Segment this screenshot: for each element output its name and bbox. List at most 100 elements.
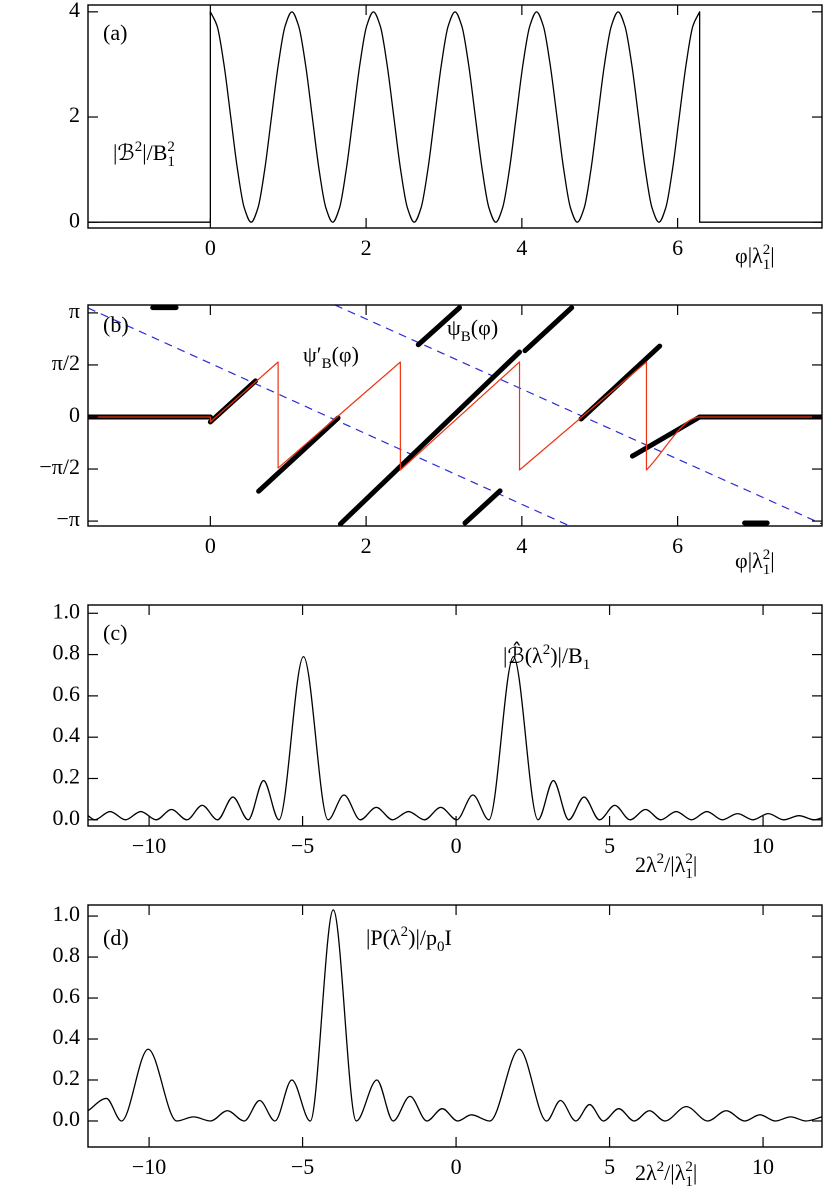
label-part: 2 [763,547,771,563]
label-part: (c) [103,620,127,645]
data-line [88,361,822,471]
series-group [88,909,822,1122]
x-tick-label: −10 [132,833,166,858]
x-tick-label: 0 [205,235,216,260]
label-part: | [693,1160,697,1185]
label-part: 1 [685,1174,693,1190]
y-tick-label: 2 [69,102,80,127]
y-tick-label: 0.2 [53,1065,81,1090]
series-group [88,305,822,526]
label-part: 2 [657,1159,665,1175]
data-line [88,307,570,526]
label-part: 1 [167,154,175,170]
y-tick-label: π/2 [52,350,80,375]
y-tick-label: 0.0 [53,805,81,830]
y-tick-label: 0.4 [53,1024,81,1049]
label-part: 1 [763,562,771,578]
label-part: (d) [103,925,129,950]
x-tick-label: 5 [604,833,615,858]
label-part: 0 [437,939,445,955]
y-tick-label: 0 [69,402,80,427]
label-part: 2λ [635,852,657,877]
data-line [88,305,822,526]
x-tick-label: 10 [752,1154,774,1179]
label-part: 2 [543,642,551,658]
x-axis-label: φ|λ12| [735,547,775,578]
x-axis-label: 2λ2/|λ12| [635,1159,697,1190]
y-tick-label: 4 [69,0,80,22]
x-tick-label: 4 [516,235,527,260]
label-part: 2 [135,139,143,155]
label-part: 1 [583,657,591,673]
x-tick-label: 6 [672,533,683,558]
y-tick-label: 0.8 [53,640,81,665]
label-part: φ|λ [735,548,763,573]
x-tick-label: 2 [361,533,372,558]
data-line [88,655,822,821]
annotation: |ℬ̂(λ2)|/B1 [503,641,590,673]
label-part: 2 [763,242,771,258]
plot-frame [87,304,823,527]
label-part: /|λ [664,852,686,877]
plot-frame [87,904,823,1148]
y-tick-label: π [69,298,80,323]
x-tick-label: 0 [451,833,462,858]
label-part: (φ) [332,342,359,367]
label-part: φ|λ [735,243,763,268]
label-part: )|/B [550,643,583,668]
annotation: (b) [103,312,129,337]
annotation: ψB(φ) [447,315,498,345]
label-part: B [461,329,471,345]
y-tick-label: 0.6 [53,681,81,706]
label-part: | [693,852,697,877]
label-part: )|/p [408,925,437,950]
label-part: 1 [763,257,771,273]
label-part: B [322,356,332,372]
data-line [334,305,822,525]
series-group [88,655,822,821]
y-tick-label: 0.4 [53,722,81,747]
label-part: (a) [103,20,127,45]
x-tick-label: 6 [672,235,683,260]
annotation: ψ′B(φ) [303,342,359,372]
panel: 0 2 4 6ππ/20−π/2−πφ|λ12|(b)ψ′B(φ)ψB(φ) [39,298,823,578]
plot-frame [87,4,823,229]
x-tick-label: 2 [361,235,372,260]
x-tick-label: 4 [516,533,527,558]
plot-frame [87,604,823,827]
y-tick-label: −π/2 [39,454,80,479]
label-part: ψ [447,315,461,340]
x-tick-label: 5 [604,1154,615,1179]
x-tick-label: 0 [451,1154,462,1179]
y-tick-label: 0.2 [53,764,81,789]
label-part: 2λ [635,1160,657,1185]
label-part: |ℬ [113,140,135,165]
x-tick-label: −5 [291,833,314,858]
annotation: (d) [103,925,129,950]
y-tick-label: 0.0 [53,1106,81,1131]
series-group [88,11,822,223]
label-part: 2 [401,924,409,940]
label-part: 2 [657,851,665,867]
y-tick-label: 0 [69,207,80,232]
label-part: |/B [142,140,167,165]
y-tick-label: 1.0 [53,598,81,623]
label-part: 1 [685,866,693,882]
label-part: | [770,548,774,573]
x-tick-label: 10 [752,833,774,858]
label-part: ψ′ [303,342,322,367]
y-tick-label: −π [56,506,80,531]
y-tick-label: 0.6 [53,983,81,1008]
y-tick-label: 0.8 [53,942,81,967]
label-part: |P(λ [366,925,401,950]
label-part: 2 [685,1159,693,1175]
annotation: |ℬ2|/B12 [113,139,175,170]
label-part: 2 [685,851,693,867]
x-tick-label: −10 [132,1154,166,1179]
label-part: I [444,925,451,950]
data-line [88,909,822,1122]
label-part: (φ) [471,315,498,340]
